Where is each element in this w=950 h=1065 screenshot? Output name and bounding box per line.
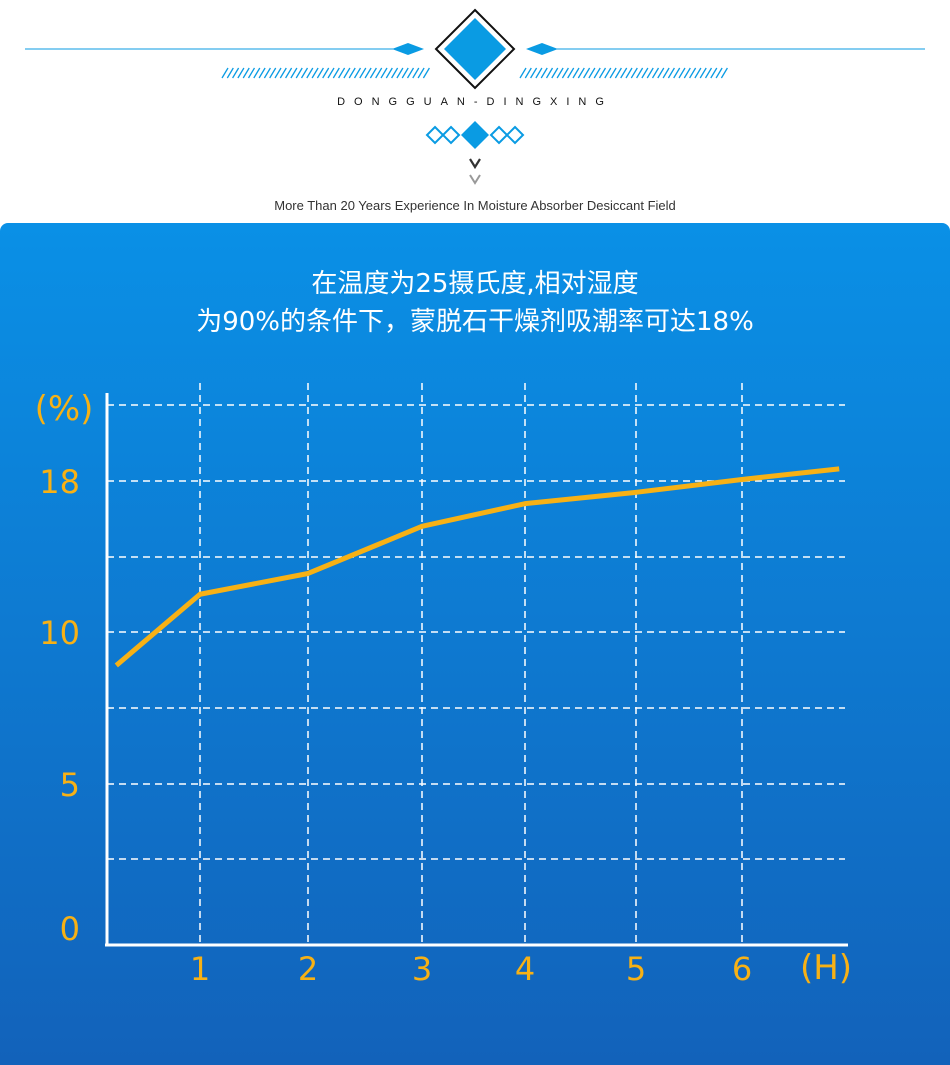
series-line [114,466,840,668]
chevron-down-icon [469,158,481,170]
y-tick-label: 5 [60,766,80,804]
diamond-row-icon [425,125,525,145]
chart-title-line1: 在温度为25摄氏度,相对湿度 [311,269,639,299]
chart-panel: 在温度为25摄氏度,相对湿度 为90%的条件下，蒙脱石干燥剂吸潮率可达18% [0,223,950,1065]
x-tick-label: 3 [412,950,432,988]
hatch-pattern [221,67,728,79]
logo-diamond-icon [444,18,506,80]
x-axis-label: (H) [800,948,852,988]
x-tick-label: 2 [298,950,318,988]
x-tick-label: 5 [626,950,646,988]
header-ornament [25,8,925,185]
y-tick-label: 10 [39,614,80,652]
header: DONGGUAN-DINGXING More Than 20 Years Exp… [0,0,950,223]
x-tick-label: 4 [515,950,535,988]
small-diamond-left-icon [392,43,424,55]
y-tick-label: 0 [60,910,80,948]
y-tick-label: 18 [39,463,80,501]
x-tick-label: 1 [190,950,210,988]
tagline: More Than 20 Years Experience In Moistur… [274,198,676,213]
brand-name: DONGGUAN-DINGXING [337,96,613,108]
chart-title-line2: 为90%的条件下，蒙脱石干燥剂吸潮率可达18% [196,307,754,337]
small-diamond-right-icon [526,43,558,55]
x-tick-label: 6 [732,950,752,988]
chevron-down-icon [469,174,481,185]
diamond-filled-icon [461,121,489,149]
y-axis-label: (%) [35,389,94,429]
